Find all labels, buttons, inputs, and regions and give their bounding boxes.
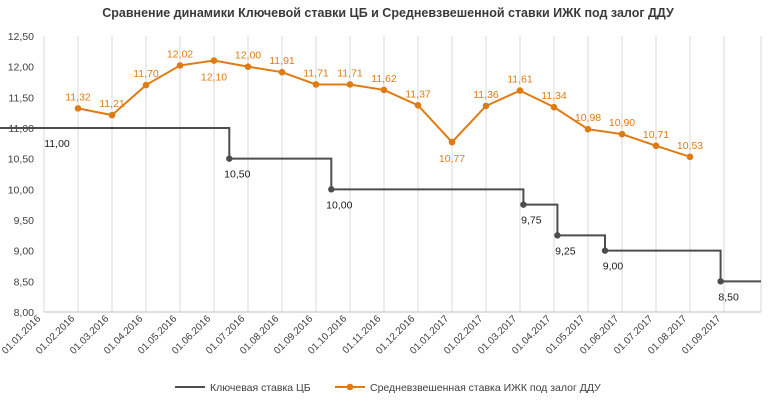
mortgage-rate-point bbox=[380, 86, 388, 94]
mortgage-rate-point bbox=[142, 81, 150, 89]
key-rate-point bbox=[520, 201, 527, 208]
legend-key-rate-label: Ключевая ставка ЦБ bbox=[210, 382, 311, 394]
key-rate-data-label: 8,50 bbox=[718, 291, 739, 303]
mortgage-rate-data-label: 12,00 bbox=[235, 50, 261, 62]
key-rate-point bbox=[226, 155, 233, 162]
mortgage-rate-data-label: 11,61 bbox=[507, 74, 533, 86]
mortgage-rate-data-label: 11,21 bbox=[99, 98, 125, 110]
mortgage-rate-point bbox=[686, 153, 694, 161]
mortgage-rate-data-label: 10,90 bbox=[609, 117, 635, 129]
mortgage-rate-data-label: 11,70 bbox=[133, 68, 159, 80]
key-rate-point bbox=[554, 232, 561, 239]
mortgage-rate-data-label: 11,37 bbox=[405, 88, 431, 100]
y-tick-label: 9,00 bbox=[14, 246, 35, 258]
mortgage-rate-point bbox=[244, 63, 252, 70]
chart-title: Сравнение динамики Ключевой ставки ЦБ и … bbox=[102, 6, 674, 20]
mortgage-rate-data-label: 11,32 bbox=[65, 91, 91, 103]
mortgage-rate-data-label: 11,62 bbox=[371, 73, 397, 85]
y-tick-label: 10,50 bbox=[8, 154, 34, 166]
y-tick-label: 8,00 bbox=[14, 307, 35, 319]
key-rate-point bbox=[717, 278, 724, 285]
mortgage-rate-point bbox=[482, 102, 490, 110]
key-rate-point bbox=[601, 247, 609, 254]
series-layer bbox=[0, 57, 761, 285]
y-tick-label: 12,50 bbox=[8, 31, 34, 43]
key-rate-data-label: 11,00 bbox=[44, 138, 70, 150]
key-rate-line bbox=[0, 127, 761, 283]
mortgage-rate-data-label: 10,53 bbox=[677, 140, 703, 152]
grid-layer bbox=[43, 36, 762, 312]
key-rate-point bbox=[328, 186, 335, 193]
mortgage-rate-point bbox=[652, 142, 660, 150]
mortgage-rate-point bbox=[312, 81, 320, 88]
mortgage-rate-point bbox=[414, 102, 422, 109]
mortgage-rate-point bbox=[74, 105, 82, 112]
mortgage-rate-point bbox=[176, 62, 184, 69]
mortgage-rate-data-label: 10,98 bbox=[575, 112, 601, 124]
y-tick-label: 12,00 bbox=[8, 62, 34, 74]
mortgage-rate-point bbox=[516, 87, 524, 94]
mortgage-rate-data-label: 12,02 bbox=[167, 48, 193, 60]
mortgage-rate-data-label: 10,77 bbox=[439, 153, 465, 165]
key-rate-data-label: 9,00 bbox=[603, 261, 624, 273]
mortgage-rate-point bbox=[618, 130, 626, 138]
mortgage-rate-data-label: 10,71 bbox=[643, 129, 669, 141]
y-tick-label: 10,00 bbox=[8, 184, 34, 196]
key-rate-data-label: 9,75 bbox=[521, 215, 542, 227]
mortgage-rate-data-label: 11,91 bbox=[269, 55, 295, 67]
mortgage-rate-point bbox=[278, 68, 286, 76]
key-rate-data-label: 10,50 bbox=[224, 169, 250, 181]
label-layer: 11,00 10,50 10,00 9,75 9,25 9,00 8,50 11,32 11,2… bbox=[44, 48, 739, 303]
key-rate-data-label: 10,00 bbox=[326, 199, 352, 211]
mortgage-rate-data-label: 11,71 bbox=[337, 67, 363, 79]
mortgage-rate-point bbox=[346, 81, 354, 88]
mortgage-rate-point bbox=[210, 57, 218, 64]
mortgage-rate-data-label: 12,10 bbox=[201, 72, 227, 84]
y-tick-label: 9,50 bbox=[14, 215, 35, 227]
key-rate-data-label: 9,25 bbox=[555, 245, 576, 257]
y-tick-label: 8,50 bbox=[14, 276, 35, 288]
mortgage-rate-point bbox=[448, 138, 456, 146]
mortgage-rate-point bbox=[584, 125, 592, 133]
legend: Ключевая ставка ЦБ Средневзвешенная ставк… bbox=[175, 382, 601, 394]
mortgage-rate-data-label: 11,36 bbox=[473, 89, 499, 101]
mortgage-rate-data-label: 11,34 bbox=[541, 90, 567, 102]
mortgage-rate-point bbox=[550, 103, 558, 111]
y-tick-label: 11,50 bbox=[9, 92, 35, 104]
legend-mortgage-rate-marker bbox=[346, 383, 354, 391]
mortgage-rate-point bbox=[108, 111, 116, 119]
mortgage-rate-data-label: 11,71 bbox=[303, 67, 329, 79]
legend-mortgage-rate-label: Средневзвешенная ставка ИЖК под залог ДД… bbox=[370, 382, 601, 394]
